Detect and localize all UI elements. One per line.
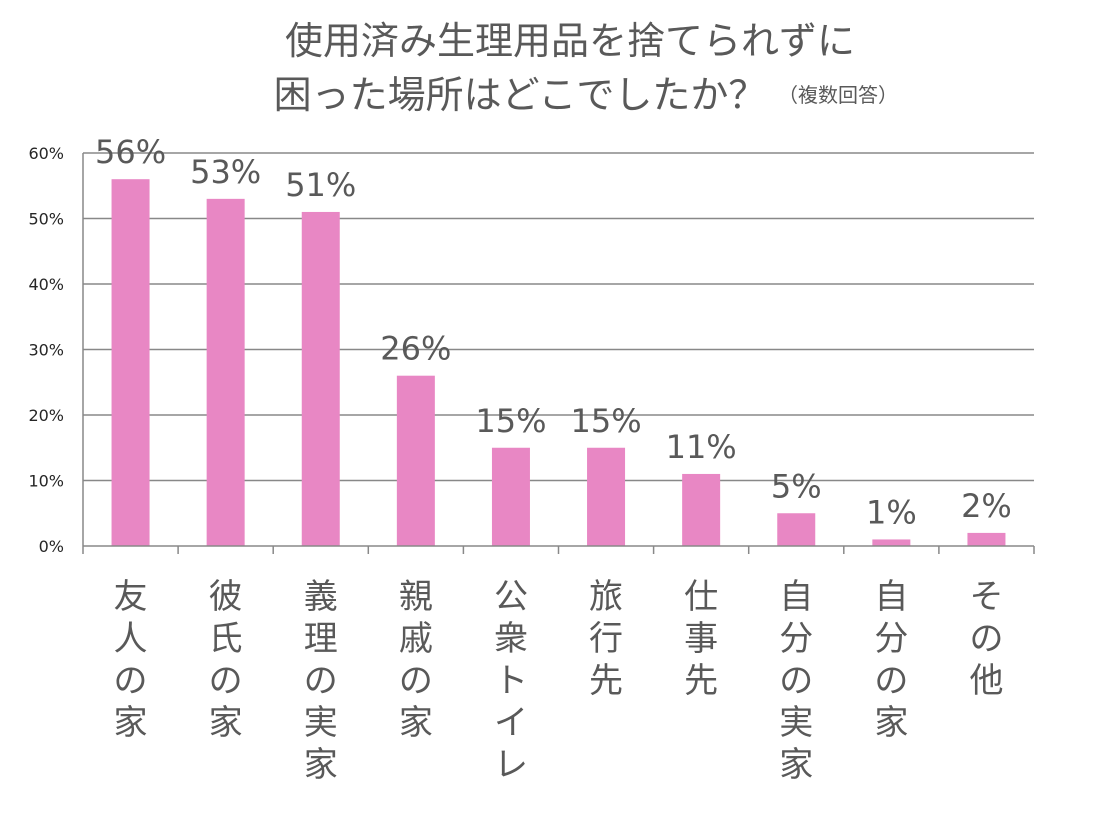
chart-title-note: （複数回答） [778, 83, 898, 107]
y-tick-label: 60% [28, 144, 64, 163]
data-label: 1% [866, 493, 917, 531]
x-tick-label: 仕事先 [684, 577, 718, 701]
x-tick-label: 義理の実家 [304, 577, 338, 785]
y-tick-label: 0% [39, 537, 64, 556]
data-label: 53% [190, 153, 261, 191]
bar [111, 179, 150, 546]
bar [491, 447, 530, 546]
y-tick-label: 40% [28, 275, 64, 294]
x-tick-label: 友人の家 [114, 577, 148, 743]
bar [872, 539, 911, 546]
data-label: 2% [961, 487, 1012, 525]
x-tick-label: 彼氏の家 [209, 577, 243, 743]
data-label: 5% [771, 467, 822, 505]
x-tick-label: 旅行先 [589, 577, 623, 701]
chart-title-line2: 困った場所はどこでしたか？ [274, 73, 767, 117]
data-label: 15% [475, 402, 546, 440]
y-tick-label: 20% [28, 406, 64, 425]
x-tick-label: 自分の家 [874, 577, 908, 743]
chart-title: 使用済み生理用品を捨てられずに [285, 19, 855, 63]
y-tick-label: 50% [28, 210, 64, 229]
bar [682, 473, 721, 546]
bar [301, 211, 340, 546]
plot-area: 0% 10% 20% 30% 40% 50% 60% 56% 友人の家 53% 彼氏の家 51% 義理の… [28, 133, 1035, 785]
data-label: 26% [380, 330, 451, 368]
bar [396, 375, 435, 546]
x-tick-label: 親戚の家 [399, 577, 433, 743]
x-tick-label: 公衆トイレ [494, 577, 528, 785]
data-label: 56% [95, 133, 166, 171]
data-label: 15% [570, 402, 641, 440]
data-label: 51% [285, 166, 356, 204]
x-tick-label: 自分の実家 [779, 577, 813, 785]
x-tick-label: その他 [969, 577, 1003, 701]
bar [967, 532, 1006, 546]
bar [777, 513, 816, 546]
y-tick-label: 10% [28, 472, 64, 491]
bar [587, 447, 626, 546]
y-tick-label: 30% [28, 341, 64, 360]
bar [206, 198, 245, 546]
data-label: 11% [666, 428, 737, 466]
